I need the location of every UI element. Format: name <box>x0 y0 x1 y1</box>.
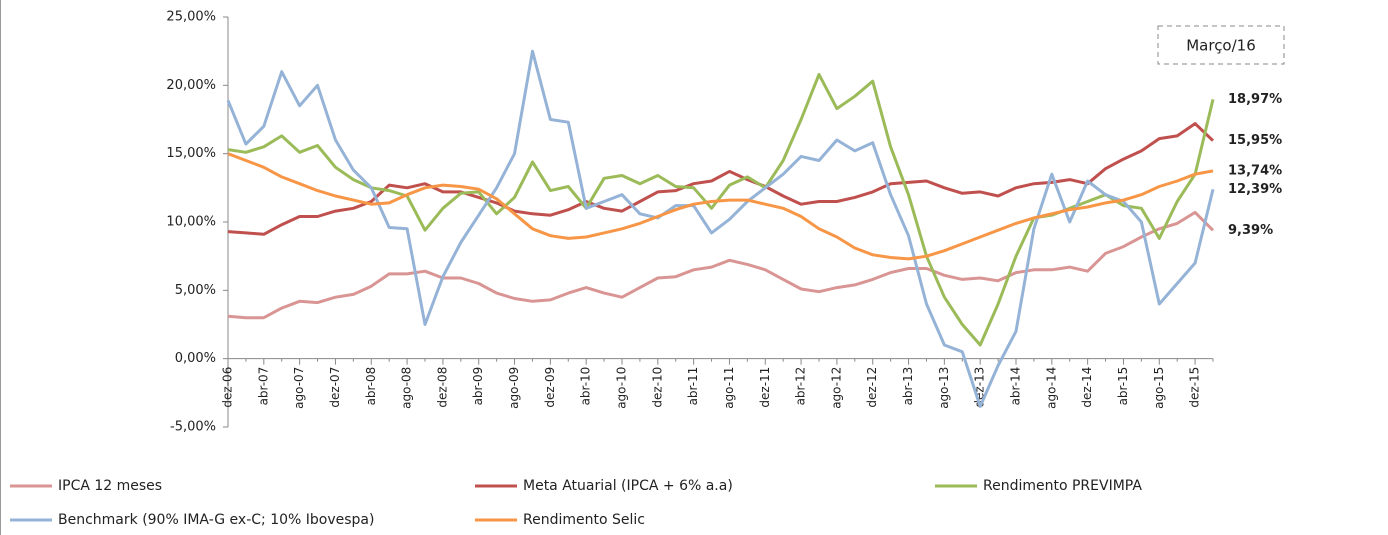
x-tick-label: abr-07 <box>256 367 270 406</box>
y-tick-label: 25,00% <box>166 10 216 25</box>
end-value-label: 18,97% <box>1228 92 1282 107</box>
end-value-label: 12,39% <box>1228 182 1282 197</box>
x-tick-label: ago-11 <box>722 367 736 409</box>
x-tick-label: abr-11 <box>686 367 700 406</box>
x-tick-label: abr-13 <box>901 367 915 406</box>
legend-label: Benchmark (90% IMA-G ex-C; 10% Ibovespa) <box>58 512 374 528</box>
x-tick-label: ago-07 <box>292 367 306 409</box>
y-tick-label: -5,00% <box>170 420 216 435</box>
x-tick-label: ago-08 <box>400 367 414 409</box>
x-tick-label: abr-15 <box>1116 367 1130 406</box>
x-tick-label: dez-06 <box>221 367 235 408</box>
x-tick-label: dez-10 <box>650 367 664 408</box>
y-tick-label: 15,00% <box>166 146 216 161</box>
legend-label: Rendimento PREVIMPA <box>983 478 1142 494</box>
series-line <box>227 122 1215 236</box>
x-tick-label: dez-14 <box>1080 367 1094 408</box>
x-tick-label: dez-07 <box>328 367 342 408</box>
x-tick-label: ago-13 <box>937 367 951 409</box>
annotation: Março/16 <box>1186 37 1256 55</box>
x-tick-label: dez-09 <box>543 367 557 408</box>
x-tick-label: abr-12 <box>794 367 808 406</box>
y-tick-label: 10,00% <box>166 215 216 230</box>
x-tick-label: dez-11 <box>758 367 772 408</box>
series-line <box>227 210 1215 320</box>
legend-label: Meta Atuarial (IPCA + 6% a.a) <box>523 478 733 494</box>
x-tick-label: abr-09 <box>471 367 485 406</box>
legend-label: Rendimento Selic <box>523 512 645 528</box>
end-value-label: 15,95% <box>1228 133 1282 148</box>
series-line <box>226 49 1215 408</box>
x-tick-label: ago-12 <box>829 367 843 409</box>
series-line <box>227 152 1214 261</box>
x-tick-label: dez-08 <box>435 367 449 408</box>
x-tick-label: abr-14 <box>1009 367 1023 406</box>
annotation-box <box>1157 25 1285 65</box>
y-tick-label: 5,00% <box>175 283 216 298</box>
y-tick-label: 20,00% <box>166 78 216 93</box>
end-value-label: 13,74% <box>1228 163 1282 178</box>
x-tick-label: abr-08 <box>364 367 378 406</box>
y-tick-label: 0,00% <box>175 351 216 366</box>
x-tick-label: ago-09 <box>507 367 521 409</box>
x-tick-label: dez-12 <box>865 367 879 408</box>
x-tick-label: ago-15 <box>1152 367 1166 409</box>
end-value-label: 9,39% <box>1228 223 1273 238</box>
x-tick-label: ago-10 <box>615 367 629 409</box>
x-tick-label: ago-14 <box>1044 367 1058 409</box>
x-tick-label: abr-10 <box>579 367 593 406</box>
legend-label: IPCA 12 meses <box>58 478 162 494</box>
x-tick-label: dez-15 <box>1188 367 1202 408</box>
